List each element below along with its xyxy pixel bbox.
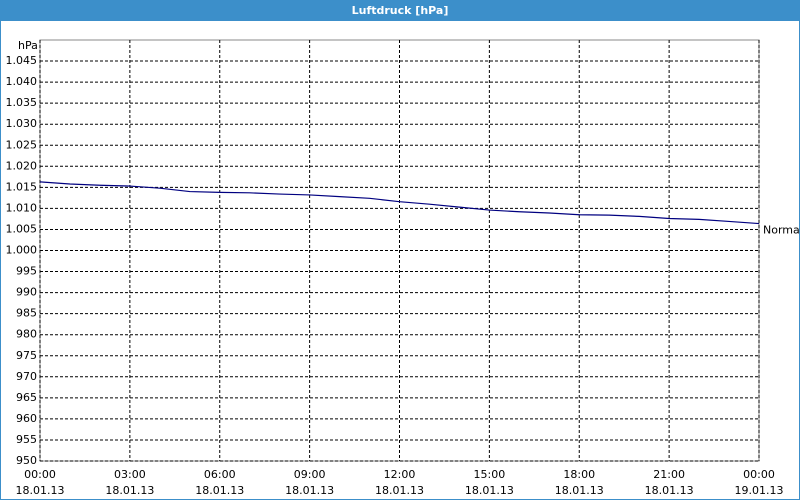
- x-tick-label: 09:00 18.01.13: [285, 468, 334, 497]
- y-tick-label: 1.035: [6, 96, 38, 109]
- y-tick-label: 990: [16, 286, 37, 299]
- y-tick-label: 1.015: [6, 180, 38, 193]
- y-axis-label: hPa: [18, 39, 38, 52]
- y-tick-label: 1.025: [6, 138, 38, 151]
- y-tick-label: 1.010: [6, 201, 38, 214]
- x-tick-label: 00:00 19.01.13: [735, 468, 784, 497]
- x-tick-label: 12:00 18.01.13: [375, 468, 424, 497]
- y-tick-label: 1.000: [6, 244, 38, 257]
- x-tick-label: 18:00 18.01.13: [555, 468, 604, 497]
- y-tick-label: 985: [16, 307, 37, 320]
- x-tick-label: 15:00 18.01.13: [465, 468, 514, 497]
- legend-label: Normal: [763, 224, 800, 237]
- y-tick-label: 960: [16, 412, 37, 425]
- y-tick-label: 965: [16, 391, 37, 404]
- y-tick-label: 950: [16, 454, 37, 467]
- y-tick-label: 1.020: [6, 159, 38, 172]
- y-tick-label: 1.030: [6, 117, 38, 130]
- y-tick-label: 970: [16, 370, 37, 383]
- x-tick-label: 00:00 18.01.13: [16, 468, 65, 497]
- y-tick-label: 980: [16, 328, 37, 341]
- data-line: [39, 181, 760, 225]
- x-tick-label: 06:00 18.01.13: [195, 468, 244, 497]
- y-tick-label: 1.005: [6, 222, 38, 235]
- chart-title: Luftdruck [hPa]: [352, 4, 449, 17]
- y-tick-label: 1.040: [6, 75, 38, 88]
- x-tick-label: 21:00 18.01.13: [645, 468, 694, 497]
- y-tick-label: 1.045: [6, 54, 38, 67]
- x-tick-label: 03:00 18.01.13: [105, 468, 154, 497]
- title-bar: [0, 0, 800, 20]
- y-tick-label: 975: [16, 349, 37, 362]
- y-tick-label: 955: [16, 433, 37, 446]
- y-tick-label: 995: [16, 265, 37, 278]
